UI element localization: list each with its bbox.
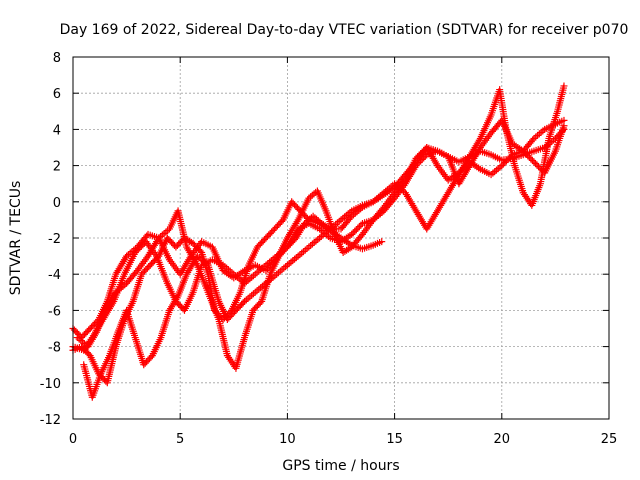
plus-marker [538,166,546,174]
x-tick-label: 0 [69,432,77,447]
plus-marker [303,214,311,222]
x-axis-label: GPS time / hours [282,458,399,474]
plus-marker [456,167,464,175]
y-tick-label: -12 [40,413,61,428]
plus-marker [153,254,161,262]
plus-marker [226,308,234,316]
data-points [69,82,568,401]
y-tick-label: 4 [53,123,61,138]
plus-marker [507,152,515,160]
plus-marker [527,155,535,163]
plus-marker [417,150,425,158]
plus-marker [239,299,247,307]
plus-marker [414,153,422,161]
plus-marker [415,151,423,159]
y-tick-label: -10 [40,377,61,392]
plus-marker [498,162,506,170]
plus-marker [499,160,507,168]
plus-marker [271,257,279,265]
y-tick-label: 6 [53,87,61,102]
plus-marker [501,158,509,166]
plus-marker [357,221,365,229]
y-tick-label: 2 [53,160,61,175]
plus-marker [455,169,463,177]
chart-title: Day 169 of 2022, Sidereal Day-to-day VTE… [60,22,629,38]
y-tick-label: 8 [53,51,61,66]
plus-marker [519,147,527,155]
y-tick-label: 0 [53,196,61,211]
plus-marker [560,122,568,130]
plus-marker [256,299,264,307]
plus-marker [378,238,386,246]
plus-marker [400,178,408,186]
plus-marker [502,157,510,165]
plus-marker [412,154,420,162]
y-tick-label: -8 [48,341,61,356]
x-tick-label: 5 [176,432,184,447]
plus-marker [458,166,466,174]
plus-marker [147,353,155,361]
plus-marker [504,155,512,163]
axis-ticks: 0 5 10 15 20 25 -12 -10 -8 -6 -4 -2 0 2 4 6 8 [40,51,618,447]
y-tick-label: -6 [48,304,61,319]
plus-marker [460,164,468,172]
plus-marker [536,164,544,172]
plus-marker [521,149,529,157]
y-axis-label: SDTVAR / TECUs [8,181,24,296]
plus-marker [351,227,359,235]
plus-marker [560,82,568,90]
x-tick-label: 10 [279,432,296,447]
x-tick-label: 20 [494,432,511,447]
plus-marker [522,150,530,158]
plus-marker [528,156,536,164]
plus-marker [270,259,278,267]
plus-marker [525,153,533,161]
plus-marker [85,350,93,358]
plot-frame [72,56,610,420]
plus-marker [349,229,357,237]
plus-marker [267,262,275,270]
y-tick-label: -2 [48,232,61,247]
plus-marker [354,224,362,232]
plus-marker [535,163,543,171]
plus-marker [524,152,532,160]
plus-marker [418,148,426,156]
plus-marker [263,265,271,273]
plus-marker [348,230,356,238]
plus-marker [355,223,363,231]
series-track-5 [73,122,568,351]
plus-marker [352,226,360,234]
plus-marker [505,154,513,162]
plus-marker [463,161,471,169]
plus-marker [533,161,541,169]
y-tick-label: -4 [48,268,61,283]
plus-marker [265,263,273,271]
plus-marker [529,136,537,144]
plus-marker [531,160,539,168]
x-tick-label: 25 [601,432,618,447]
plus-marker [530,158,538,166]
plus-marker [461,163,469,171]
plus-marker [278,217,286,225]
x-tick-label: 15 [386,432,403,447]
plus-marker [268,260,276,268]
plus-marker [262,267,270,275]
